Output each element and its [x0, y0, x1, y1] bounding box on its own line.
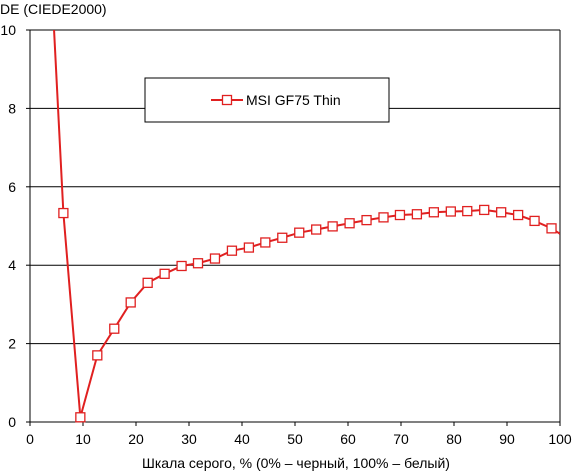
data-point-marker — [125, 297, 136, 308]
y-axis-ticks: 0 2 4 6 8 10 — [0, 22, 30, 430]
grid-lines — [30, 29, 560, 345]
data-point-marker — [327, 221, 338, 232]
data-point-marker — [92, 350, 103, 361]
x-tick-label: 70 — [393, 431, 409, 447]
data-point-marker — [394, 209, 406, 221]
data-point-marker — [462, 205, 473, 217]
x-tick-label: 100 — [548, 431, 572, 447]
legend-box — [144, 77, 390, 123]
data-point-marker — [311, 224, 322, 235]
series-layer — [53, 30, 560, 423]
data-point-marker — [243, 242, 255, 253]
data-point-marker — [428, 207, 440, 218]
legend: MSI GF75 Thin — [144, 77, 390, 123]
x-axis-ticks: 0 10 20 30 40 50 60 70 80 90 100 — [26, 422, 572, 447]
x-tick-label: 10 — [75, 431, 91, 447]
x-tick-label: 40 — [234, 431, 250, 447]
x-tick-label: 50 — [287, 431, 303, 447]
y-tick-label: 10 — [0, 22, 16, 38]
data-point-marker — [512, 209, 524, 221]
data-point-marker — [260, 237, 271, 248]
data-point-marker — [142, 277, 153, 288]
y-axis-title: DE (CIEDE2000) — [0, 1, 107, 17]
data-point-marker — [479, 204, 490, 216]
y-tick-label: 6 — [8, 179, 16, 195]
data-point-marker — [344, 218, 355, 229]
data-point-marker — [109, 323, 120, 334]
data-point-marker — [294, 227, 305, 238]
x-tick-label: 60 — [340, 431, 356, 447]
data-point-marker — [277, 232, 288, 243]
y-tick-label: 0 — [8, 414, 16, 430]
data-point-marker — [226, 245, 238, 256]
data-point-marker — [546, 223, 557, 234]
data-point-marker — [411, 209, 423, 220]
data-point-marker — [378, 212, 389, 223]
y-tick-label: 2 — [8, 336, 16, 352]
y-tick-label: 4 — [8, 257, 16, 273]
data-point-marker — [361, 214, 372, 226]
data-point-marker — [529, 215, 540, 227]
legend-marker-swatch — [221, 94, 233, 106]
x-axis-title: Шкала серого, % (0% – черный, 100% – бел… — [142, 455, 450, 471]
data-point-marker — [58, 207, 69, 219]
x-tick-label: 20 — [128, 431, 144, 447]
data-point-marker — [159, 268, 170, 279]
x-tick-label: 30 — [181, 431, 197, 447]
data-point-marker — [176, 260, 187, 272]
data-point-marker — [209, 253, 221, 264]
data-point-marker — [496, 207, 507, 218]
x-tick-label: 0 — [26, 431, 34, 447]
x-tick-label: 80 — [446, 431, 462, 447]
data-point-marker — [192, 258, 204, 269]
data-point-marker — [445, 206, 456, 217]
y-tick-label: 8 — [8, 100, 16, 116]
x-tick-label: 90 — [499, 431, 515, 447]
data-point-marker — [75, 412, 86, 423]
legend-label: MSI GF75 Thin — [246, 92, 341, 108]
